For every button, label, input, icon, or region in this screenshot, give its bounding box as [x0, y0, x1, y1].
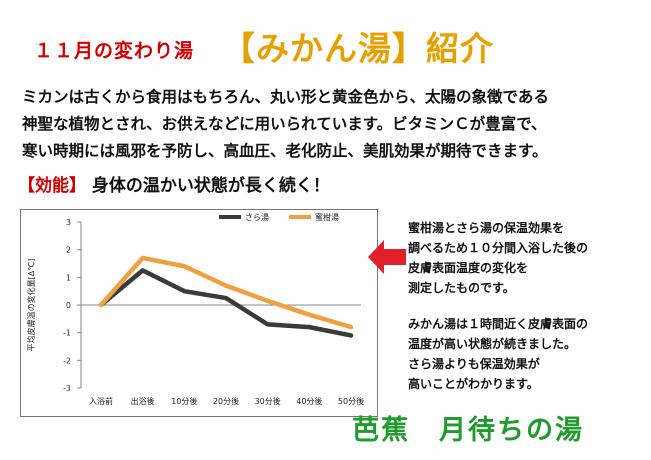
effect-line: 【効能】 身体の温かい状態が長く続く！: [18, 171, 330, 196]
facility-name: 芭蕉 月待ちの湯: [352, 415, 584, 446]
intro-line: 寒い時期には風邪を予防し、高血圧、老化防止、美肌効果が期待できます。: [22, 142, 548, 160]
series-line-2: [98, 255, 354, 330]
description-line: みかん湯は１時間近く皮膚表面の: [408, 317, 589, 331]
x-tick-label: 30分後: [255, 396, 281, 406]
legend-label-1: さら湯: [245, 212, 269, 222]
description-line: さら湯よりも保温効果が: [408, 357, 540, 371]
skin-temperature-chart: 3 2 1 0 -1 -2 -3 入浴前 出浴後 10分後 20分後 30分後 40分後 50分後 平均皮膚…: [20, 209, 378, 417]
x-tick-label: 50分後: [338, 396, 364, 406]
intro-paragraph: ミカンは古くから食用はもちろん、丸い形と黄金色から、太陽の象徴である 神聖な植物…: [22, 84, 632, 165]
x-tick-label: 10分後: [171, 396, 197, 406]
intro-line: ミカンは古くから食用はもちろん、丸い形と黄金色から、太陽の象徴である: [22, 88, 549, 106]
x-tick-label: 入浴前: [89, 396, 113, 406]
left-arrow-icon: [368, 240, 406, 274]
y-tick-label: 0: [66, 301, 71, 310]
page-title: １１月の変わり湯 【みかん湯】紹介: [34, 22, 594, 72]
y-axis-label: 平均皮膚温の変化量[Δ℃]: [26, 259, 36, 352]
y-tick-label: 2: [66, 246, 71, 255]
chart-svg: 3 2 1 0 -1 -2 -3 入浴前 出浴後 10分後 20分後 30分後 40分後 50分後 平均皮膚…: [26, 212, 364, 406]
description-line: 高いことがわかります。: [408, 377, 539, 391]
series-line-1: [98, 268, 354, 338]
title-main: 【みかん湯】紹介: [222, 29, 494, 68]
y-tick-label: -3: [63, 384, 71, 393]
x-tick-label: 40分後: [296, 396, 322, 406]
description-line: 測定したものです。: [408, 281, 515, 295]
description-line: 皮膚表面温度の変化を: [408, 261, 529, 275]
y-tick-label: 1: [66, 273, 71, 282]
chart-description: 蜜柑湯とさら湯の保温効果を 調べるため１０分間入浴した後の 皮膚表面温度の変化を…: [408, 218, 588, 394]
effect-tag: 【効能】: [18, 176, 86, 196]
legend-label-2: 蜜柑湯: [315, 212, 339, 222]
description-line: 蜜柑湯とさら湯の保温効果を: [408, 221, 565, 235]
x-tick-label: 20分後: [213, 396, 239, 406]
description-line: 調べるため１０分間入浴した後の: [408, 241, 589, 255]
x-tick-label: 出浴後: [131, 396, 155, 406]
description-line: 温度が高い状態が続きました。: [408, 337, 577, 351]
y-tick-label: 3: [66, 218, 71, 227]
y-tick-label: -2: [63, 356, 71, 365]
y-tick-label: -1: [63, 329, 71, 338]
effect-text: 身体の温かい状態が長く続く！: [91, 176, 330, 196]
title-prefix: １１月の変わり湯: [34, 40, 195, 62]
intro-line: 神聖な植物とされ、お供えなどに用いられています。ビタミンＣが豊富で、: [22, 115, 547, 133]
